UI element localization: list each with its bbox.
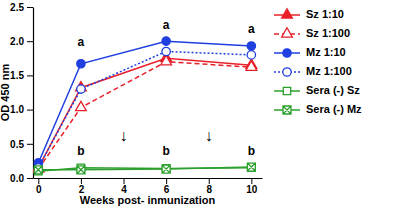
tick: 4 <box>121 178 127 195</box>
tick-label: 2.5 <box>10 2 24 13</box>
tick-mark <box>27 178 33 179</box>
annotation: a <box>163 18 170 32</box>
point <box>161 56 172 65</box>
tick: 2.5 <box>10 2 33 13</box>
point <box>162 165 170 173</box>
point <box>162 165 169 172</box>
point <box>77 166 85 174</box>
point <box>247 42 255 50</box>
point <box>246 61 257 70</box>
tick-mark <box>27 41 33 42</box>
point <box>248 164 255 171</box>
legend-label: Mz 1:10 <box>306 46 346 58</box>
tick-mark <box>27 110 33 111</box>
point <box>34 166 42 174</box>
series-line <box>38 167 251 170</box>
tick: 1.0 <box>10 104 33 115</box>
annotation: a <box>248 22 255 36</box>
legend-label: Mz 1:100 <box>306 65 352 77</box>
tick: 10 <box>246 178 258 195</box>
point <box>247 163 255 171</box>
legend-label: Sera (-) Mz <box>306 103 362 115</box>
series-line <box>38 58 251 167</box>
legend-item: Mz 1:10 <box>274 46 346 58</box>
series-line <box>38 51 251 167</box>
legend-marker <box>283 49 291 57</box>
tick: 1.5 <box>10 70 33 81</box>
legend-item: Sera (-) Sz <box>274 84 360 96</box>
annotation: a <box>78 35 85 49</box>
legend: Sz 1:10 Sz 1:100 Mz 1:10 Mz 1:100 Sera (-) S… <box>274 8 362 115</box>
legend-marker <box>282 9 293 18</box>
legend-item: Sera (-) Mz <box>274 103 362 115</box>
tick-label: 0.0 <box>10 173 24 184</box>
point <box>77 85 85 93</box>
chart: 0 2 4 6 8 10 0.0 0.5 1.0 1.5 2.0 2.5 Weeks post- inm… <box>0 0 400 207</box>
axis-line <box>33 8 34 179</box>
legend-label: Sera (-) Sz <box>306 84 360 96</box>
annotation: ↓ <box>120 127 128 144</box>
point <box>162 37 170 45</box>
legend-item: Sz 1:10 <box>274 8 344 20</box>
axis-line <box>34 178 263 179</box>
legend-label: Sz 1:10 <box>306 8 344 20</box>
series-line <box>38 168 251 171</box>
y-axis-title: OD 450 nm <box>0 64 11 122</box>
annotation: b <box>248 144 255 158</box>
legend-marker <box>282 28 293 37</box>
y-axis: 0.0 0.5 1.0 1.5 2.0 2.5 <box>10 2 33 184</box>
tick-label: 0 <box>36 184 42 195</box>
legend-label: Sz 1:100 <box>306 27 350 39</box>
point <box>77 60 85 68</box>
point <box>247 51 255 59</box>
tick-mark <box>27 7 33 8</box>
annotation: b <box>77 144 84 158</box>
tick-label: 10 <box>246 184 258 195</box>
tick: 0.0 <box>10 173 33 184</box>
tick: 0 <box>36 178 42 195</box>
legend-item: Sz 1:100 <box>274 27 350 39</box>
tick-label: 1.5 <box>10 70 24 81</box>
tick-label: 1.0 <box>10 104 24 115</box>
point <box>76 101 87 110</box>
legend-marker <box>283 87 290 94</box>
tick-label: 0.5 <box>10 139 24 150</box>
tick-mark <box>27 75 33 76</box>
legend-marker <box>283 106 291 114</box>
tick: 2 <box>79 178 85 195</box>
legend-marker <box>283 68 291 76</box>
plot-area <box>33 37 257 175</box>
annotation: b <box>162 144 169 158</box>
tick: 2.0 <box>10 36 33 47</box>
series-line <box>38 41 251 163</box>
tick: 8 <box>206 178 212 195</box>
legend-item: Mz 1:100 <box>274 65 352 77</box>
annotation: ↓ <box>205 127 213 144</box>
tick: 0.5 <box>10 139 33 150</box>
tick-mark <box>27 144 33 145</box>
x-axis-title: Weeks post- inmunization <box>80 194 216 206</box>
tick: 6 <box>164 178 170 195</box>
point <box>162 47 170 55</box>
x-axis: 0 2 4 6 8 10 <box>34 178 263 195</box>
tick-label: 2.0 <box>10 36 24 47</box>
series-line <box>38 62 251 169</box>
